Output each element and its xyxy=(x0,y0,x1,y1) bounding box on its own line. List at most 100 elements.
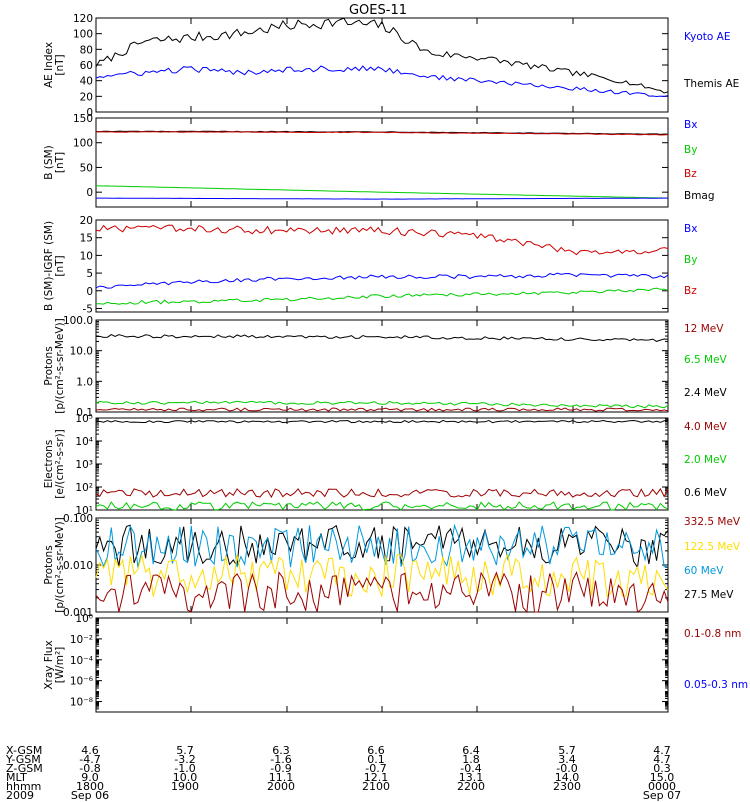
legend-27-5-mev: 27.5 MeV xyxy=(684,589,734,601)
legend-0-1-0-8-nm: 0.1-0.8 nm xyxy=(684,628,741,640)
ephemeris-value: -0.4 xyxy=(460,762,482,775)
y-tick-label: 0.001 xyxy=(63,607,93,619)
series-line-protons2-27-5-mev xyxy=(95,524,669,569)
panel-ae: 0 20 40 60 80 100 120 AE Index [nT] Kyoto AE Themi… xyxy=(43,13,739,119)
ephemeris-value: -1.6 xyxy=(270,753,292,766)
ephemeris-value: -0.9 xyxy=(270,762,292,775)
series-line-bsm-bz xyxy=(95,131,669,136)
panel-protons2: 0.001 0.010 0.100 Protons [p/(cm²-s-sr-MeV)]… xyxy=(43,513,741,619)
ephemeris-value: 13.1 xyxy=(458,771,484,784)
ephemeris-value: 6.6 xyxy=(367,744,385,757)
ephemeris-value: 2200 xyxy=(457,780,485,793)
panel-protons1: 0.1 1.0 10.0 100.0 Protons [p/(cm²-s-sr-MeV)]… xyxy=(43,315,728,419)
ephemeris-value: 6.4 xyxy=(462,744,480,757)
ephemeris-value: 1800 xyxy=(76,780,104,793)
ephemeris-label: X-GSM xyxy=(6,744,43,757)
series-line-electrons-4-0-mev xyxy=(95,488,669,499)
ephemeris-value: 3.4 xyxy=(558,753,576,766)
y-tick-label: 10.0 xyxy=(70,346,93,358)
y-tick-label: -5 xyxy=(83,303,93,315)
series-line-protons2-122-5-mev xyxy=(95,552,669,598)
panel-frame xyxy=(95,417,669,511)
series-line-protons1-12-mev xyxy=(95,407,669,412)
y-tick-label: 10⁻⁴ xyxy=(70,655,93,667)
ephemeris-value: 0.3 xyxy=(653,762,671,775)
y-axis-label: [p/(cm²-s-sr-MeV)] xyxy=(54,517,66,612)
y-tick-label: 20 xyxy=(80,215,93,227)
y-tick-label: 20 xyxy=(80,91,93,103)
series-line-bigrf-by xyxy=(96,287,669,305)
legend-bz: Bz xyxy=(684,168,697,180)
series-line-electrons-0-6-mev xyxy=(95,419,668,424)
ephemeris-value: Sep 07 xyxy=(642,789,682,802)
ephemeris-label: Z-GSM xyxy=(6,762,43,775)
y-tick-label: 10⁻⁸ xyxy=(70,697,93,709)
y-axis-label: [W/m²] xyxy=(54,647,66,684)
ephemeris-label: hhmm xyxy=(6,780,42,793)
ephemeris-value: 4.7 xyxy=(653,744,671,757)
ephemeris-value: -3.2 xyxy=(174,753,196,766)
series-line-bigrf-bz xyxy=(95,224,669,256)
ephemeris-value: 4.7 xyxy=(653,753,671,766)
y-tick-label: 0.1 xyxy=(76,407,93,419)
y-tick-label: 15 xyxy=(80,233,93,245)
legend-2-0-mev: 2.0 MeV xyxy=(684,454,728,466)
panel-frame xyxy=(95,319,669,413)
y-axis-label: [e/(cm²-s-sr)] xyxy=(54,429,66,498)
legend-bz: Bz xyxy=(684,285,697,297)
ephemeris-value: -0.8 xyxy=(79,762,101,775)
ephemeris-value: Sep 06 xyxy=(70,789,110,802)
y-tick-label: 80 xyxy=(80,44,93,56)
y-axis-label: Protons xyxy=(43,346,55,385)
y-tick-label: 150 xyxy=(73,113,93,125)
legend-by: By xyxy=(684,144,697,156)
legend-4-0-mev: 4.0 MeV xyxy=(684,421,728,433)
series-line-bsm-by xyxy=(95,185,668,199)
ephemeris-value: 0.1 xyxy=(367,753,385,766)
panel-frame xyxy=(95,517,669,613)
y-tick-label: 10⁻⁶ xyxy=(70,676,93,688)
y-tick-label: 10⁻² xyxy=(70,634,93,646)
panel-xray: 10⁻⁸ 10⁻⁶ 10⁻⁴ 10⁻² 10⁰ Xray Flux [W/m²] 0.1-0.… xyxy=(43,613,748,713)
ephemeris-value: 1900 xyxy=(171,780,199,793)
y-tick-label: 40 xyxy=(80,76,93,88)
y-axis-label: [nT] xyxy=(54,255,66,276)
y-axis-label: Electrons xyxy=(43,440,55,489)
y-tick-label: 10 xyxy=(80,250,93,262)
y-tick-label: 0.010 xyxy=(63,560,93,572)
ephemeris-value: 10.0 xyxy=(172,771,198,784)
y-tick-label: 0 xyxy=(86,187,93,199)
legend-12-mev: 12 MeV xyxy=(684,323,724,335)
y-tick-label: 10¹ xyxy=(75,505,93,517)
series-line-bsm-bx xyxy=(96,197,668,200)
legend-themis-ae: Themis AE xyxy=(683,78,739,90)
ephemeris-value: 14.0 xyxy=(554,771,580,784)
legend-kyoto-ae: Kyoto AE xyxy=(684,31,730,43)
y-tick-label: 10² xyxy=(75,482,93,494)
series-line-protons2-332-5-mev xyxy=(95,571,669,614)
plot-title: GOES-11 xyxy=(349,3,407,18)
legend-bx: Bx xyxy=(684,119,697,131)
y-tick-label: 5 xyxy=(86,268,93,280)
panel-electrons: 10¹ 10² 10³ 10⁴ 10⁵ Electrons [e/(cm²-s-sr)] 4.… xyxy=(43,413,728,517)
ephemeris-value: 6.3 xyxy=(272,744,290,757)
series-line-protons1-6-5-mev xyxy=(95,400,669,409)
y-axis-label: Xray Flux xyxy=(43,640,55,689)
y-tick-label: 10⁰ xyxy=(75,613,93,625)
ephemeris-value: 11.1 xyxy=(268,771,294,784)
ephemeris-value: 2000 xyxy=(267,780,295,793)
ephemeris-value: 5.7 xyxy=(558,744,576,757)
legend-bx: Bx xyxy=(684,223,697,235)
ephemeris-value: 4.6 xyxy=(81,744,99,757)
y-tick-label: 0 xyxy=(86,107,93,119)
series-line-ae-themis-ae xyxy=(95,17,669,94)
legend-122-5-mev: 122.5 MeV xyxy=(684,541,741,553)
legend-0-6-mev: 0.6 MeV xyxy=(684,487,728,499)
series-line-electrons-2-0-mev xyxy=(95,501,669,511)
ephemeris-value: 2300 xyxy=(553,780,581,793)
series-line-ae-kyoto-ae xyxy=(95,65,669,98)
y-axis-label: [nT] xyxy=(54,54,66,75)
legend-332-5-mev: 332.5 MeV xyxy=(684,516,741,528)
y-axis-label: Protons xyxy=(43,545,55,584)
